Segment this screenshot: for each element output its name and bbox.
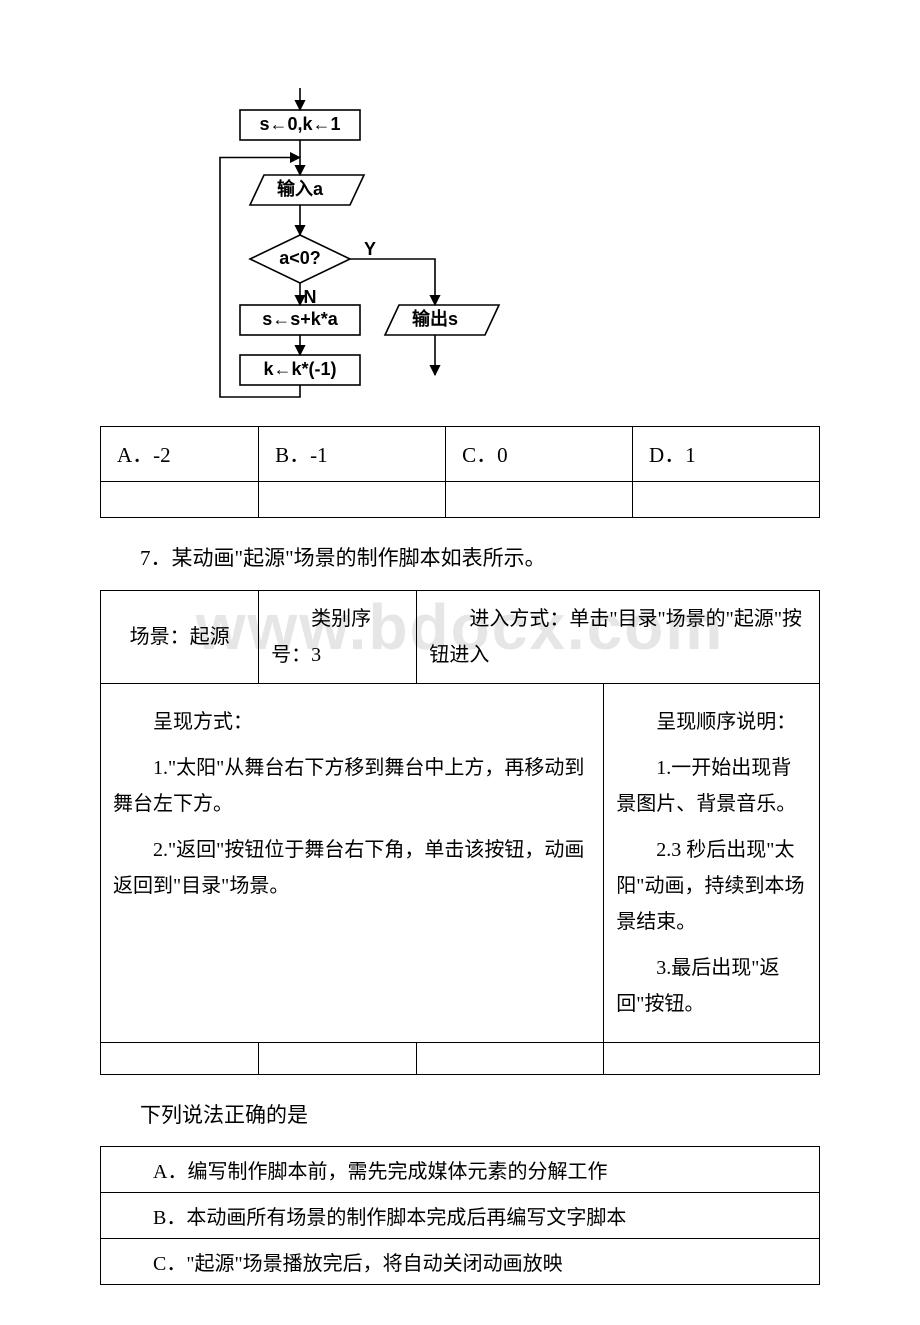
- svg-text:k←k*(-1): k←k*(-1): [263, 359, 336, 379]
- script-enter-cell: 进入方式：单击"目录"场景的"起源"按钮进入: [417, 590, 820, 683]
- q7-intro: 7．某动画"起源"场景的制作脚本如表所示。: [140, 542, 820, 576]
- svg-text:a<0?: a<0?: [279, 248, 321, 268]
- q7-options-table: A．编写制作脚本前，需先完成媒体元素的分解工作B．本动画所有场景的制作脚本完成后…: [100, 1146, 820, 1285]
- script-category-cell: 类别序号：3: [259, 590, 417, 683]
- script-order-cell: 呈现顺序说明： 1.一开始出现背景图片、背景音乐。 2.3 秒后出现"太阳"动画…: [604, 683, 820, 1042]
- svg-text:输出s: 输出s: [412, 308, 458, 329]
- script-present-cell: 呈现方式： 1."太阳"从舞台右下方移到舞台中上方，再移动到舞台左下方。 2."…: [101, 683, 604, 1042]
- q7-option-cell: A．编写制作脚本前，需先完成媒体元素的分解工作: [101, 1147, 820, 1193]
- q6-option-cell: D．1: [633, 427, 820, 482]
- q7-option-cell: B．本动画所有场景的制作脚本完成后再编写文字脚本: [101, 1193, 820, 1239]
- q6-option-cell: A．-2: [101, 427, 259, 482]
- q6-options-table: A．-2B．-1C．0D．1: [100, 426, 820, 518]
- q7-followup: 下列说法正确的是: [140, 1099, 820, 1133]
- flowchart-figure: s←0,k←1 输入a a<0? s←s+k*a k←k*(-1) 输出s N Y: [160, 80, 820, 416]
- svg-text:s←0,k←1: s←0,k←1: [259, 114, 340, 134]
- script-scene-cell: 场景：起源: [101, 590, 259, 683]
- q6-option-cell: C．0: [446, 427, 633, 482]
- svg-text:N: N: [304, 287, 317, 307]
- q7-option-cell: C．"起源"场景播放完后，将自动关闭动画放映: [101, 1239, 820, 1285]
- svg-text:Y: Y: [364, 239, 376, 259]
- q6-option-cell: B．-1: [259, 427, 446, 482]
- svg-text:s←s+k*a: s←s+k*a: [262, 309, 339, 329]
- svg-text:输入a: 输入a: [277, 178, 324, 199]
- script-table: 场景：起源 类别序号：3 进入方式：单击"目录"场景的"起源"按钮进入 呈现方式…: [100, 590, 820, 1075]
